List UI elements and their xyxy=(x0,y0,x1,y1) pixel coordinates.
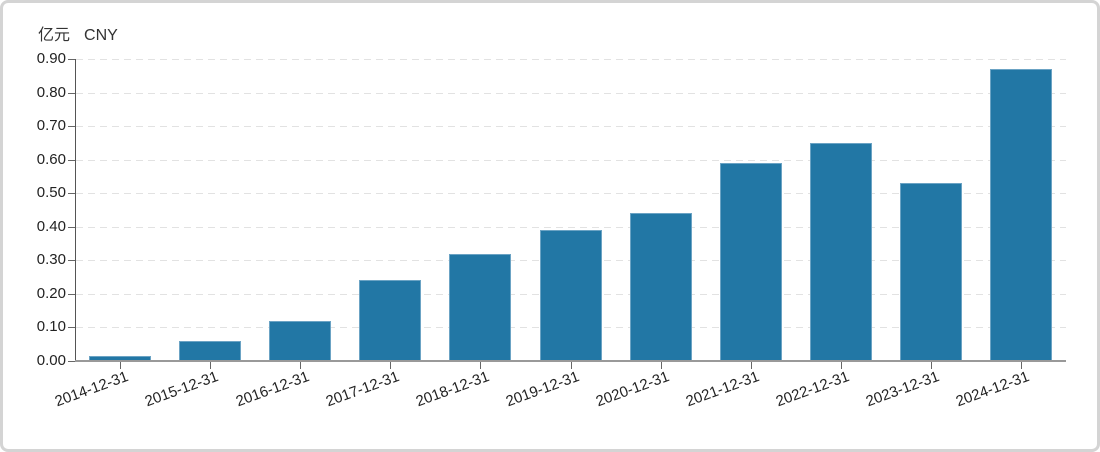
y-axis-tick-label: 0.00 xyxy=(36,352,66,369)
x-axis-tick-label: 2018-12-31 xyxy=(413,368,492,411)
bar-2022-12-31[interactable] xyxy=(809,142,872,361)
x-axis-tick xyxy=(300,362,302,369)
bar-2014-12-31[interactable] xyxy=(89,355,152,361)
y-axis-tick-label: 0.50 xyxy=(36,184,66,202)
x-axis-tick xyxy=(750,362,752,369)
y-axis-tick xyxy=(68,59,75,60)
y-axis-tick-label: 0.70 xyxy=(36,117,66,135)
x-axis-tick-label: 2024-12-31 xyxy=(953,368,1032,411)
y-axis-line xyxy=(75,59,76,362)
x-axis-tick xyxy=(570,362,572,369)
y-axis-tick xyxy=(68,92,75,94)
y-axis-tick xyxy=(68,193,75,195)
y-axis-tick-label: 0.30 xyxy=(36,251,66,269)
y-axis-tick-label: 0.60 xyxy=(36,150,66,168)
x-axis-tick-label: 2019-12-31 xyxy=(503,368,582,411)
bar-2019-12-31[interactable] xyxy=(539,230,602,361)
gridline xyxy=(76,126,1066,128)
y-axis-tick xyxy=(68,327,75,329)
y-axis-tick xyxy=(68,159,75,161)
gridline xyxy=(76,92,1066,94)
bar-2023-12-31[interactable] xyxy=(899,183,962,361)
gridline xyxy=(76,193,1066,195)
bar-2017-12-31[interactable] xyxy=(359,280,422,361)
x-axis-tick xyxy=(930,362,932,369)
bar-2015-12-31[interactable] xyxy=(179,340,242,361)
bar-2021-12-31[interactable] xyxy=(719,163,782,361)
bar-2020-12-31[interactable] xyxy=(629,213,692,361)
y-axis-tick xyxy=(68,260,75,262)
x-axis-tick-label: 2014-12-31 xyxy=(52,368,131,411)
x-axis-tick-label: 2017-12-31 xyxy=(323,368,402,411)
bar-2018-12-31[interactable] xyxy=(449,253,512,361)
y-axis-tick xyxy=(68,126,75,128)
x-axis-tick-label: 2020-12-31 xyxy=(593,368,672,411)
y-axis-tick-label: 0.10 xyxy=(36,318,66,336)
y-axis-tick-label: 0.40 xyxy=(36,217,66,235)
gridline xyxy=(76,159,1066,161)
y-axis-tick-label: 0.90 xyxy=(36,50,66,67)
y-axis-tick-label: 0.20 xyxy=(36,284,66,302)
y-axis-tick xyxy=(68,226,75,228)
bar-2016-12-31[interactable] xyxy=(269,320,332,361)
x-axis-tick-label: 2022-12-31 xyxy=(773,368,852,411)
x-axis-tick xyxy=(390,362,392,369)
x-axis-tick xyxy=(120,362,122,369)
y-axis-unit-cn: 亿元 xyxy=(38,27,71,44)
y-axis-tick-label: 0.80 xyxy=(36,83,66,101)
bar-2024-12-31[interactable] xyxy=(989,69,1052,361)
x-axis-tick-label: 2016-12-31 xyxy=(233,368,312,411)
y-axis-tick xyxy=(68,361,75,362)
x-axis-tick xyxy=(660,362,662,369)
y-axis-tick xyxy=(68,293,75,295)
y-axis-unit-label: 亿元 CNY xyxy=(38,21,118,45)
x-axis-tick-label: 2015-12-31 xyxy=(143,368,221,411)
gridline xyxy=(76,59,1066,60)
x-axis-tick xyxy=(1020,362,1022,369)
x-axis-tick xyxy=(840,362,842,369)
x-axis-tick xyxy=(210,362,212,369)
x-axis-tick-label: 2023-12-31 xyxy=(863,368,942,411)
x-axis-tick-label: 2021-12-31 xyxy=(683,368,762,411)
x-axis-line xyxy=(75,360,1066,362)
y-axis-unit-en: CNY xyxy=(84,27,118,44)
x-axis-tick xyxy=(480,362,482,369)
gridline xyxy=(76,226,1066,228)
